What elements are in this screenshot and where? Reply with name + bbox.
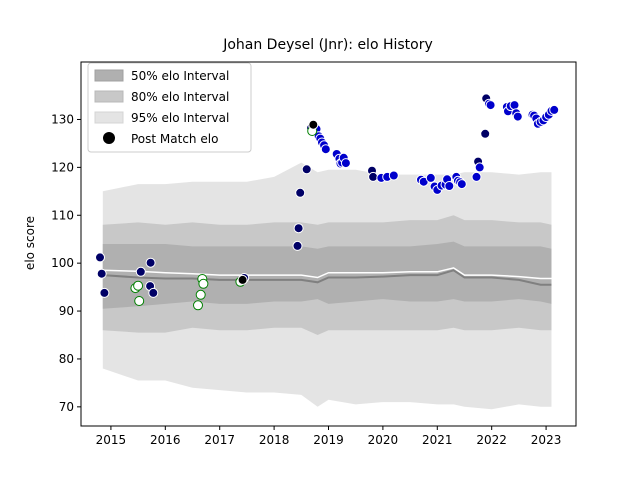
data-point-draw-4	[195, 289, 206, 300]
data-point-navy-8	[292, 240, 303, 251]
median-elo-line	[102, 269, 552, 286]
data-point-blue-6	[320, 144, 331, 155]
data-point-blue-28	[456, 179, 467, 190]
y-tick-label-1: 80	[59, 352, 74, 366]
legend-label-95: 95% elo Interval	[131, 111, 229, 125]
x-tick-label-3: 2018	[259, 433, 290, 447]
data-point-navy-2	[99, 287, 110, 298]
data-point-navy-14	[368, 171, 379, 182]
x-tick-label-7: 2022	[476, 433, 507, 447]
data-point-blue-38	[512, 111, 523, 122]
legend-label-50: 50% elo Interval	[131, 69, 229, 83]
data-point-blue-30	[474, 162, 485, 173]
data-point-draw-1	[133, 280, 144, 291]
plot-area: 2015 2016 2017 2018 2019 2020 2021 2022 2023 70 80…	[51, 61, 577, 447]
data-point-blue-18	[425, 172, 436, 183]
legend: 50% elo Interval 80% elo Interval 95% el…	[87, 62, 252, 153]
legend-swatch-95	[94, 111, 124, 124]
legend-label-80: 80% elo Interval	[131, 90, 229, 104]
y-tick-label-2: 90	[59, 304, 74, 318]
data-point-navy-16	[480, 128, 491, 139]
data-point-blue-15	[388, 170, 399, 181]
data-point-navy-5	[145, 257, 156, 268]
y-tick-label-0: 70	[59, 400, 74, 414]
data-point-navy-3	[135, 266, 146, 277]
x-tick-label-4: 2019	[313, 433, 344, 447]
data-point-draw-6	[198, 278, 209, 289]
x-tick-label-6: 2021	[422, 433, 453, 447]
legend-frame	[87, 62, 252, 153]
y-tick-label-3: 100	[51, 256, 74, 270]
y-tick-label-4: 110	[51, 208, 74, 222]
x-tick-label-1: 2016	[150, 433, 181, 447]
data-point-blue-29	[471, 171, 482, 182]
y-tick-label-5: 120	[51, 160, 74, 174]
x-tick-label-2: 2017	[204, 433, 235, 447]
data-point-blue-48	[549, 104, 560, 115]
legend-swatch-50	[94, 69, 124, 82]
data-point-black-1	[308, 119, 319, 130]
legend-label-post-match: Post Match elo	[131, 132, 218, 146]
y-tick-label-6: 130	[51, 112, 74, 126]
data-point-draw-2	[134, 296, 145, 306]
data-point-navy-11	[301, 164, 312, 175]
x-tick-label-5: 2020	[368, 433, 399, 447]
chart-title: Johan Deysel (Jnr): elo History	[222, 37, 433, 53]
data-point-blue-36	[509, 100, 520, 111]
data-point-black-0	[237, 274, 248, 285]
legend-marker-post-match	[103, 132, 115, 144]
data-point-blue-12	[340, 158, 351, 169]
mean-elo-line	[102, 267, 552, 280]
data-point-draw-3	[193, 300, 203, 311]
band-50-interval	[102, 241, 552, 309]
x-tick-label-0: 2015	[96, 433, 127, 447]
y-axis-label: elo score	[23, 216, 37, 270]
legend-swatch-80	[94, 90, 124, 103]
data-point-navy-0	[95, 252, 105, 263]
data-point-navy-6	[148, 287, 159, 298]
data-point-navy-9	[293, 223, 304, 234]
data-point-blue-32	[485, 100, 496, 111]
x-tick-label-8: 2023	[531, 433, 562, 447]
data-point-navy-10	[295, 187, 306, 198]
data-point-navy-1	[96, 268, 107, 279]
data-point-blue-24	[444, 181, 455, 191]
